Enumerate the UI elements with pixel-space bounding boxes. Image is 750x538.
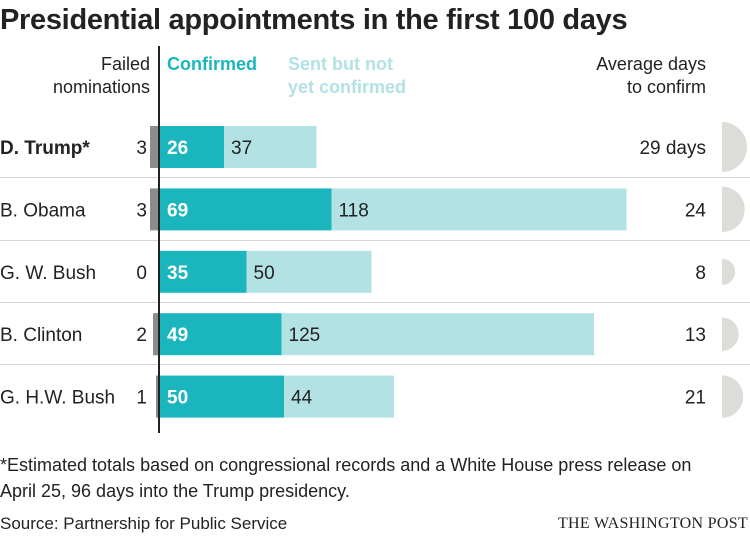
failed-nominations-value: 3 — [136, 138, 147, 159]
average-days-value: 8 — [695, 263, 706, 284]
failed-nominations-bar — [150, 126, 159, 168]
confirmed-bar — [159, 313, 282, 356]
failed-nominations-value: 1 — [136, 388, 147, 409]
average-days-semicircle — [722, 317, 739, 351]
chart-title: Presidential appointments in the first 1… — [0, 4, 628, 36]
avg-header-line-1: Average days — [596, 54, 706, 74]
president-name-label: G. W. Bush — [0, 263, 96, 284]
confirmed-bar — [159, 250, 247, 293]
confirmed-value-label: 26 — [167, 138, 188, 159]
failed-nominations-value: 0 — [136, 263, 147, 284]
average-days-value: 21 — [685, 388, 706, 409]
confirmed-value-label: 49 — [167, 325, 188, 346]
president-name-label: B. Obama — [0, 200, 86, 221]
confirmed-value-label: 50 — [167, 388, 188, 409]
publisher-logo: THE WASHINGTON POST — [557, 515, 748, 532]
failed-nominations-value: 3 — [136, 200, 147, 221]
average-days-value: 24 — [685, 200, 707, 221]
confirmed-value-label: 69 — [167, 200, 188, 221]
pending-bar — [331, 188, 627, 231]
row-separator — [0, 364, 750, 365]
pending-value-label: 118 — [339, 200, 369, 221]
pending-value-label: 37 — [231, 138, 252, 159]
pending-header-line-1: Sent but not — [288, 54, 393, 74]
confirmed-value-label: 35 — [167, 263, 189, 284]
average-days-semicircle — [722, 186, 745, 233]
failed-nominations-header: Failed nominations — [0, 53, 150, 99]
pending-value-label: 125 — [289, 325, 321, 346]
average-days-semicircle — [722, 375, 744, 418]
failed-header-line-2: nominations — [52, 77, 150, 97]
average-days-value: 29 days — [639, 138, 706, 159]
president-name-label: G. H.W. Bush — [0, 388, 115, 409]
average-days-semicircle — [722, 122, 747, 172]
pending-bar — [246, 250, 372, 293]
row-separator — [0, 302, 750, 303]
average-days-header: Average days to confirm — [596, 53, 706, 99]
source-note: Source: Partnership for Public Service — [0, 514, 288, 533]
row-separator — [0, 177, 750, 178]
row-separator — [0, 240, 750, 241]
failed-nominations-bar — [156, 375, 159, 418]
pending-bar — [281, 313, 594, 356]
confirmed-bar — [159, 375, 284, 418]
confirmed-bar — [159, 188, 332, 231]
pending-bar — [224, 126, 317, 168]
average-days-value: 13 — [685, 325, 706, 346]
average-days-semicircle — [722, 258, 736, 285]
president-name-label: B. Clinton — [0, 325, 82, 346]
failed-nominations-bar — [150, 188, 159, 231]
pending-value-label: 44 — [291, 388, 313, 409]
failed-header-line-1: Failed — [100, 54, 150, 74]
confirmed-bar — [159, 126, 224, 168]
avg-header-line-2: to confirm — [626, 77, 706, 97]
pending-value-label: 50 — [254, 263, 275, 284]
pending-header-line-2: yet confirmed — [288, 77, 407, 97]
footnote: *Estimated totals based on congressional… — [0, 455, 692, 501]
pending-legend-label: Sent but not yet confirmed — [288, 53, 406, 99]
president-name-label: D. Trump* — [0, 138, 90, 159]
pending-bar — [284, 375, 394, 418]
failed-nominations-bar — [153, 313, 159, 356]
confirmed-legend-label: Confirmed — [167, 54, 257, 74]
failed-nominations-value: 2 — [136, 325, 147, 346]
